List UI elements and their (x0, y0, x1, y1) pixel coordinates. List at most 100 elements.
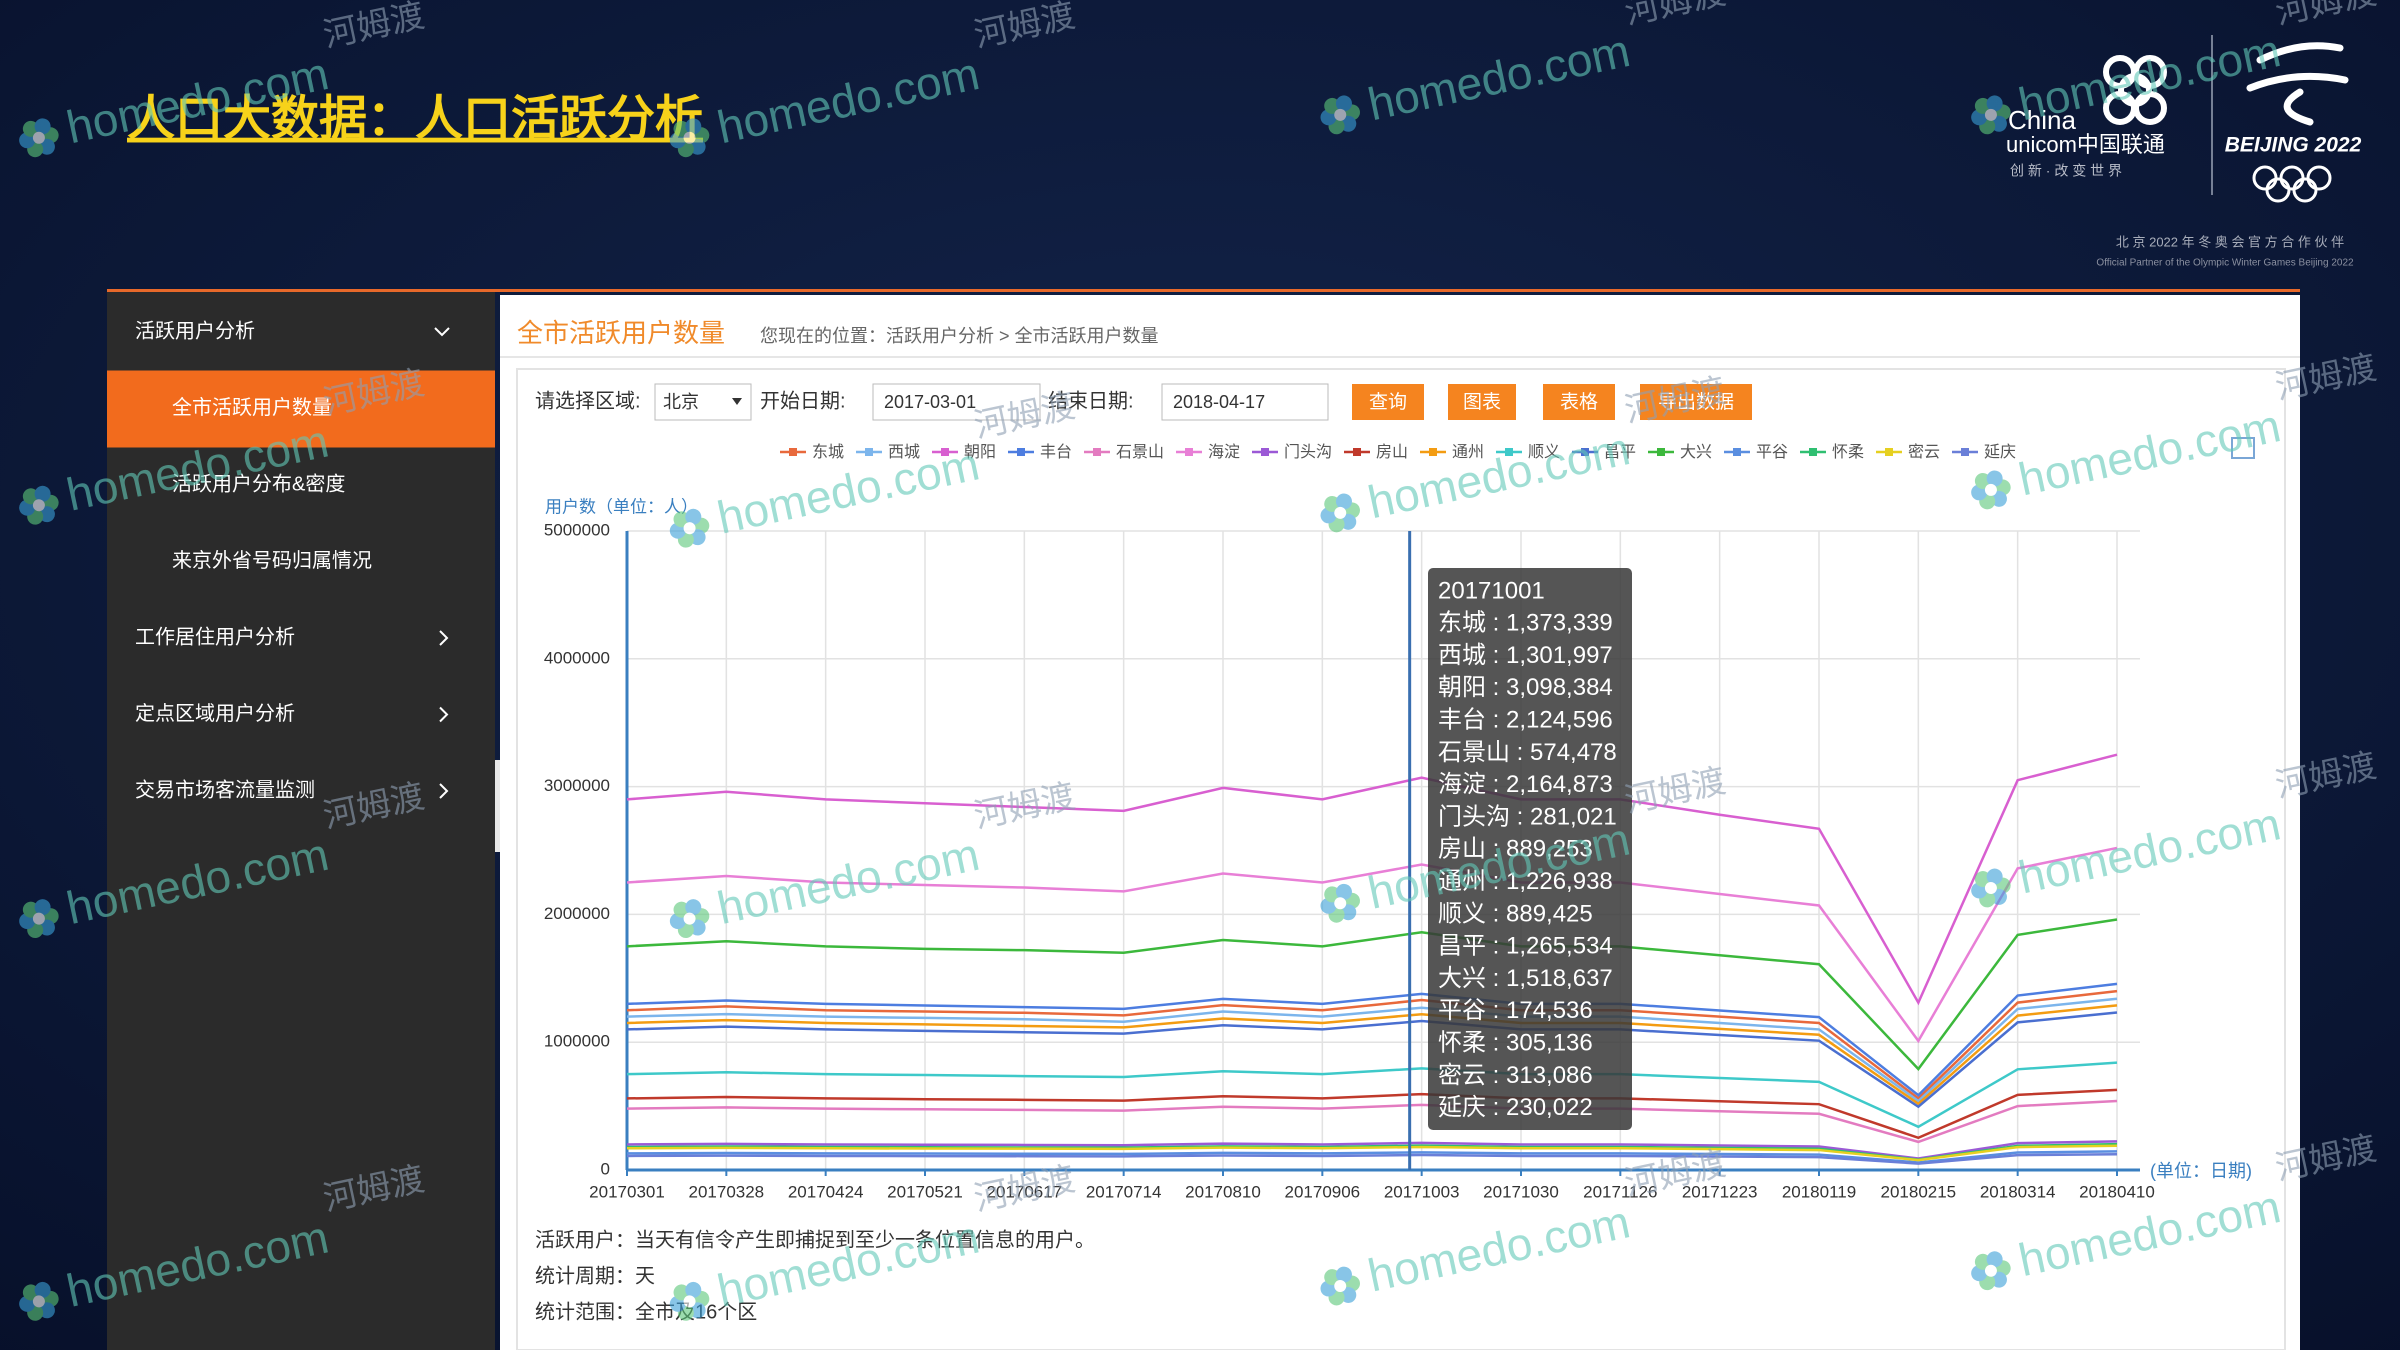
submenu-item[interactable]: 活跃用户分布&密度 (172, 472, 345, 495)
button[interactable] (1448, 384, 1516, 420)
legend-label[interactable]: 西城 (888, 443, 920, 461)
logo-text: China (2008, 105, 2076, 135)
watermark-petal (1986, 868, 2003, 885)
legend-marker (1429, 448, 1437, 456)
note: 统计周期：天 (535, 1264, 655, 1287)
x-tick-label: 20171003 (1384, 1182, 1460, 1201)
watermark-petal (685, 118, 702, 135)
series-line (626, 1150, 2118, 1164)
content-box (516, 368, 2286, 1350)
watermark-petal (1335, 1266, 1352, 1283)
x-tick-label: 20180314 (1980, 1182, 2056, 1201)
chevron (434, 327, 450, 337)
x-tick-label: 20170714 (1086, 1182, 1162, 1201)
watermark-petal (34, 899, 51, 916)
legend-label[interactable]: 平谷 (1756, 443, 1788, 461)
watermark-center (32, 499, 45, 512)
form-label: 结束日期: (1048, 389, 1134, 412)
save-icon[interactable] (2231, 437, 2255, 459)
active-item-bg[interactable] (107, 370, 495, 448)
series-line (626, 918, 2118, 1071)
watermark-petal (34, 118, 51, 135)
legend-label[interactable]: 通州 (1452, 443, 1484, 461)
legend-marker (865, 448, 873, 456)
watermark-petal (685, 508, 702, 525)
tooltip-item: 西城 : 1,301,997 (1438, 642, 1613, 669)
button-label: 导出数据 (1658, 391, 1734, 413)
watermark-center (683, 522, 696, 535)
legend-label[interactable]: 门头沟 (1284, 443, 1332, 461)
watermark-center (1334, 897, 1347, 910)
logo-slogan: 创 新 · 改 变 世 界 (2010, 163, 2122, 179)
form-label: 请选择区域: (535, 389, 641, 412)
legend-label[interactable]: 海淀 (1208, 443, 1240, 461)
button[interactable] (1543, 384, 1615, 420)
legend-marker (1185, 448, 1193, 456)
series-line (626, 1140, 2118, 1160)
end-date: 2018-04-17 (1173, 392, 1265, 412)
legend-label[interactable]: 昌平 (1604, 444, 1636, 461)
legend-marker (789, 448, 797, 456)
legend-label[interactable]: 丰台 (1040, 443, 1072, 461)
legend-label[interactable]: 房山 (1376, 443, 1408, 461)
y-tick-label: 1000000 (544, 1032, 610, 1051)
chevron (439, 706, 449, 723)
menu-item[interactable]: 交易市场客流量监测 (135, 778, 315, 801)
legend-marker (1961, 448, 1969, 456)
watermark-center (1334, 506, 1347, 519)
legend-marker (1093, 448, 1101, 456)
x-tick-label: 20170328 (689, 1182, 765, 1201)
x-tick-label: 20180119 (1782, 1182, 1856, 1201)
button-label: 图表 (1463, 391, 1501, 413)
series-line (626, 1153, 2118, 1165)
watermark-petal (1335, 883, 1352, 900)
tooltip-item: 大兴 : 1,518,637 (1438, 965, 1613, 992)
y-tick-label: 5000000 (544, 520, 610, 539)
x-tick-label: 20170424 (788, 1182, 864, 1201)
menu-item[interactable]: 活跃用户分析 (135, 319, 255, 342)
button-label: 表格 (1560, 391, 1598, 413)
legend-label[interactable]: 密云 (1908, 443, 1940, 461)
tooltip-item: 石景山 : 574,478 (1438, 739, 1617, 766)
legend-label[interactable]: 怀柔 (1832, 443, 1864, 461)
button[interactable] (1640, 384, 1752, 420)
legend-label[interactable]: 延庆 (1984, 443, 2016, 461)
breadcrumb: 您现在的位置：活跃用户分析 > 全市活跃用户数量 (760, 326, 1159, 346)
watermark-center (1984, 483, 1997, 496)
legend-marker (1581, 448, 1589, 456)
button[interactable] (1352, 384, 1424, 420)
top-border (107, 289, 2300, 292)
watermark-center (32, 131, 45, 144)
watermark-petal (34, 1281, 51, 1298)
legend-marker (1885, 448, 1893, 456)
legend-label[interactable]: 朝阳 (964, 443, 996, 461)
tooltip-item: 海淀 : 2,164,873 (1438, 771, 1613, 798)
tooltip-item: 门头沟 : 281,021 (1438, 803, 1617, 830)
partner-cn: 北 京 2022 年 冬 奥 会 官 方 合 作 伙 伴 (2116, 234, 2344, 249)
series-line (626, 753, 2118, 1006)
logo-text: unicom中国联通 (2006, 132, 2165, 157)
y-tick-label: 2000000 (544, 904, 610, 923)
watermark-petal (1986, 95, 2003, 112)
legend-label[interactable]: 东城 (812, 443, 844, 461)
sidebar (107, 291, 495, 1350)
x-tick-label: 20170301 (589, 1182, 665, 1201)
tooltip-item: 东城 : 1,373,339 (1438, 610, 1613, 637)
watermark-center (1984, 1264, 1997, 1277)
start-date-input[interactable] (872, 383, 1041, 421)
legend-label[interactable]: 大兴 (1680, 443, 1712, 461)
legend-label[interactable]: 顺义 (1528, 443, 1560, 461)
legend-marker (1657, 448, 1665, 456)
menu-item[interactable]: 定点区域用户分析 (135, 702, 295, 725)
x-axis-label: (单位：日期) (2150, 1161, 2252, 1181)
legend-label[interactable]: 石景山 (1116, 443, 1164, 461)
panel-title: 全市活跃用户数量 (517, 318, 725, 348)
menu-item[interactable]: 工作居住用户分析 (135, 625, 295, 648)
x-tick-label: 20171223 (1682, 1182, 1758, 1201)
x-tick-label: 20180410 (2079, 1182, 2155, 1201)
series-line (626, 1011, 2118, 1109)
submenu-item[interactable]: 来京外省号码归属情况 (172, 549, 372, 572)
submenu-item[interactable]: 全市活跃用户数量 (172, 396, 332, 419)
end-date-input[interactable] (1161, 383, 1329, 421)
